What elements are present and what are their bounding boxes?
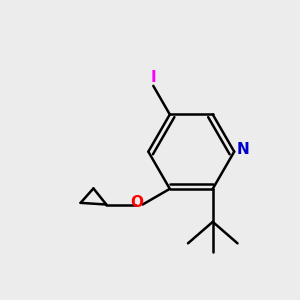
Text: O: O — [130, 195, 143, 210]
Text: N: N — [237, 142, 250, 158]
Text: I: I — [151, 70, 156, 85]
